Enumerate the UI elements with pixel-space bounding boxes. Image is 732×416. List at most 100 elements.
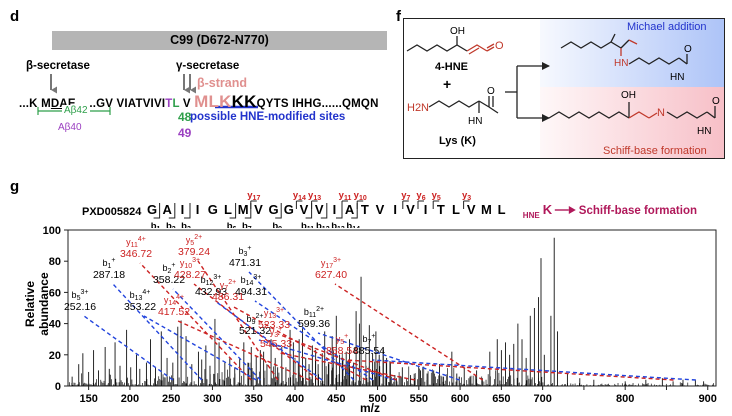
annotation-leader [139, 262, 252, 381]
lys-o: O [487, 86, 495, 97]
ion-mz-value: 287.18 [93, 269, 125, 281]
ion-mz-value: 432.93 [195, 286, 227, 298]
ion-mz-value: 545.33 [260, 338, 292, 350]
annotation-leader [372, 359, 696, 381]
b-cleavage-mark [229, 203, 237, 219]
schiff-hn: HN [697, 126, 711, 137]
peptide-residue: L [224, 202, 232, 217]
peptide-residue: I [424, 202, 428, 217]
ion-mz-value: 494.31 [235, 286, 267, 298]
ion-annotation: b1+287.18 [93, 257, 203, 381]
panel-d-label: d [10, 8, 20, 25]
y-cleavage-mark [295, 200, 303, 209]
reaction-scheme: OH O 4-HNE + H2N O HN Lys (K) Michael ad… [406, 21, 720, 157]
annotation-leader [345, 359, 674, 381]
ion-mz-value: 627.40 [315, 269, 347, 281]
b-ion-label: b7 [242, 221, 252, 228]
dataset-id: PXD005824 [82, 206, 142, 218]
x-axis-label: m/z [360, 401, 381, 415]
y-tick-label: 0 [55, 381, 61, 393]
peptide-residue: L [452, 202, 460, 217]
ion-mz-value: 346.72 [120, 248, 152, 260]
residue-49-label: 49 [178, 126, 192, 140]
peptide-residue: G [269, 202, 279, 217]
gamma-secretase-label: γ-secretase [176, 60, 240, 72]
b-cleavage-mark [351, 203, 358, 219]
peptide-residue: I [196, 202, 200, 217]
annotation-leader [177, 320, 310, 381]
annotation-leader [258, 339, 396, 381]
b-ion-label: b3 [181, 221, 191, 228]
x-tick-label: 600 [451, 393, 469, 405]
secretase-arrows [37, 74, 258, 115]
x-tick-label: 400 [286, 393, 304, 405]
michael-o: O [684, 44, 692, 55]
x-tick-label: 350 [245, 393, 263, 405]
modified-lysine: K [543, 202, 553, 217]
c99-bar-label: C99 (D672-N770) [170, 33, 269, 47]
annotation-leader [172, 288, 262, 381]
schiff-title: Schiff-base formation [603, 145, 707, 157]
plus-sign: + [443, 76, 451, 92]
y-tick-label: 100 [43, 225, 61, 237]
abeta40-label: Aβ40 [56, 122, 84, 133]
peptide-residue: T [437, 202, 445, 217]
plot-frame [67, 229, 717, 387]
b-ion-label: b6 [227, 221, 237, 228]
lys-name: Lys (K) [439, 135, 476, 147]
annotation-leader [214, 300, 323, 381]
panel-f-label: f [396, 8, 401, 25]
c99-bar [52, 31, 387, 50]
michael-hn: HN [614, 58, 628, 69]
b-cleavage-mark [153, 203, 161, 219]
x-tick-label: 500 [368, 393, 386, 405]
ion-annotation: b3+471.31 [229, 245, 355, 381]
b-ion-label: b1 [151, 221, 161, 228]
app-sequence: ...K MDAE......GV VIATVIVITL V MLKKKQYTS… [19, 92, 379, 111]
annotation-leader [143, 315, 257, 381]
annotation-leader [317, 332, 460, 381]
peptide-residue: G [284, 202, 294, 217]
schiff-bg [540, 87, 724, 158]
michael-bg [540, 19, 724, 87]
ion-mz-value: 379.24 [178, 246, 210, 258]
peptide-residue: V [315, 202, 324, 217]
b-cleavage-mark [336, 203, 343, 219]
x-tick-label: 550 [410, 393, 428, 405]
x-tick-label: 800 [616, 393, 634, 405]
peptide-residue: V [467, 202, 476, 217]
b-cleavage-mark [305, 203, 313, 219]
b-cleavage-mark [244, 203, 252, 219]
ion-annotation: y3+545.33 [260, 326, 416, 381]
b-ion-label: b2 [166, 221, 176, 228]
peptide-residue: A [345, 202, 355, 217]
ion-mz-value: 885.54 [353, 345, 385, 357]
ion-mz-value: 353.22 [124, 301, 156, 313]
y-cleavage-mark [417, 200, 424, 209]
peptide-residue: G [147, 202, 157, 217]
y-tick-label: 20 [49, 350, 61, 362]
x-tick-label: 200 [121, 393, 139, 405]
ion-mz-value: 358.22 [153, 274, 185, 286]
abeta42-label: Aβ42 [62, 105, 90, 116]
peptide-residue: M [238, 202, 249, 217]
ion-annotation: y52+379.24 [178, 234, 279, 381]
annotation-leader [231, 305, 367, 381]
peptide-map: G A I I G L M V G G V V I A T V I V I T L V M L HNE K Schiff-base … [147, 190, 697, 228]
annotation-leader [193, 283, 319, 381]
x-tick-label: 650 [492, 393, 510, 405]
ion-annotation: b53+252.16 [64, 289, 174, 381]
b-cleavage-mark [275, 203, 282, 219]
annotation-leader [279, 352, 416, 381]
x-tick-label: 150 [79, 393, 97, 405]
y-ion-label: y5 [432, 190, 441, 202]
ion-annotation: b7+885.54 [353, 333, 696, 381]
panel-g-label: g [10, 178, 20, 195]
annotation-leader [112, 283, 203, 381]
reaction-box [403, 18, 725, 159]
b-ion-label: b9 [272, 221, 282, 228]
schiff-n: N [657, 107, 665, 119]
ion-mz-value: 252.16 [64, 301, 96, 313]
b-cleavage-mark [184, 203, 191, 219]
